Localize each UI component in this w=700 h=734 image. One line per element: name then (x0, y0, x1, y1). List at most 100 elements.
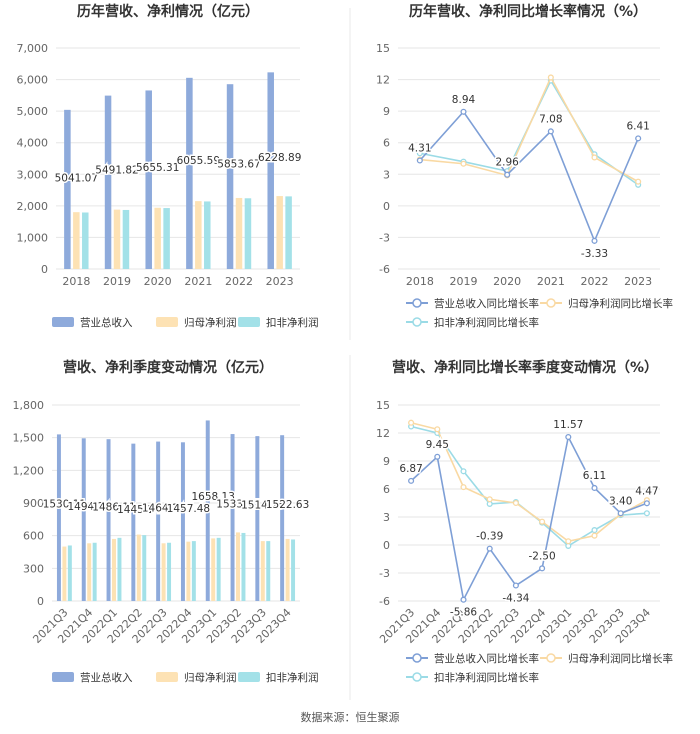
y-tick-label: 1,800 (13, 399, 45, 412)
series-line-2 (419, 75, 639, 183)
bar-net-profit (276, 196, 283, 269)
line-data-label: -2.50 (529, 550, 556, 562)
series-line-1 (410, 434, 648, 603)
bar-net-profit (186, 541, 191, 601)
bar-deducted-profit (122, 209, 130, 269)
legend-label: 营业总收入同比增长率 (434, 297, 539, 310)
bar-data-label: 1486.11 (92, 501, 135, 513)
legend-swatch (156, 672, 178, 682)
series-point-1 (434, 453, 441, 460)
y-tick-label: 600 (23, 530, 44, 543)
x-tick-label: 2020 (493, 275, 521, 288)
legend-swatch (52, 672, 74, 682)
series-point-3 (591, 527, 598, 534)
series-point-2 (408, 419, 415, 426)
series-point-1 (486, 545, 493, 552)
y-tick-label: 5,000 (17, 105, 49, 118)
y-tick-label: 9 (383, 105, 390, 118)
bar-data-label: 1514.15 (241, 500, 284, 512)
line-data-label: 8.94 (452, 94, 476, 106)
bar-revenue (56, 434, 61, 601)
x-tick-label: 2021 (537, 275, 565, 288)
bar-revenue (104, 95, 112, 270)
x-tick-label: 2019 (450, 275, 478, 288)
bar-data-label: 1494.14 (67, 501, 111, 513)
line-data-label: -4.34 (502, 593, 529, 605)
bar-net-profit (195, 201, 202, 269)
y-tick-label: 0 (41, 263, 48, 276)
legend-marker (412, 317, 422, 327)
series-point-2 (547, 74, 554, 81)
series-point-2 (635, 178, 642, 185)
series-point-2 (460, 160, 467, 167)
series-point-2 (591, 154, 598, 161)
bar-revenue (81, 438, 86, 601)
line-data-label: 4.31 (408, 142, 431, 154)
bar-data-label: 1457.48 (167, 503, 210, 515)
line-data-label: -3.33 (581, 248, 608, 260)
y-tick-label: 900 (23, 497, 44, 510)
bar-revenue (226, 84, 234, 269)
y-tick-label: -3 (379, 231, 390, 244)
bar-data-label: 1445.14 (117, 504, 161, 516)
y-tick-label: 4,000 (17, 137, 49, 150)
bar-net-profit (260, 541, 265, 601)
bar-deducted-profit (216, 537, 221, 601)
bar-deducted-profit (67, 545, 72, 601)
series-point-1 (460, 596, 467, 603)
bar-deducted-profit (291, 539, 296, 601)
bar-data-label: 5041.07 (55, 172, 98, 184)
bar-revenue (205, 420, 210, 601)
bar-data-label: 5655.31 (136, 162, 179, 174)
series-point-2 (591, 532, 598, 539)
y-tick-label: -6 (379, 263, 390, 276)
line-data-label: 9.45 (426, 439, 449, 451)
bar-net-profit (87, 543, 92, 601)
bar-data-label: 6055.59 (177, 155, 220, 167)
series-point-1 (408, 477, 415, 484)
chart-title-2: 营收、净利季度变动情况（亿元） (63, 359, 273, 376)
bar-deducted-profit (241, 532, 246, 601)
legend-swatch (238, 672, 260, 682)
series-point-1 (565, 433, 572, 441)
line-data-label: 2.96 (495, 157, 519, 169)
x-tick-label: 2023 (266, 275, 294, 288)
series-point-1 (635, 135, 642, 142)
line-data-label: 7.08 (539, 113, 562, 125)
series-point-3 (460, 468, 467, 475)
bar-data-label: 1533.15 (216, 499, 259, 511)
legend-label: 营业总收入 (80, 316, 133, 329)
bar-revenue (255, 436, 260, 601)
bar-deducted-profit (244, 198, 252, 269)
x-tick-label: 2019 (103, 275, 131, 288)
y-tick-label: 0 (383, 200, 390, 213)
bar-deducted-profit (285, 196, 292, 269)
series-point-2 (486, 496, 493, 503)
y-tick-label: -3 (379, 567, 390, 580)
legend-label: 营业总收入同比增长率 (434, 652, 539, 665)
data-source-note: 数据来源：恒生聚源 (300, 711, 400, 724)
series-point-2 (565, 538, 572, 545)
bar-data-label: 1522.63 (266, 499, 309, 511)
y-tick-label: 1,000 (17, 231, 49, 244)
series-point-3 (643, 510, 650, 517)
line-data-label: 11.57 (553, 419, 583, 431)
y-tick-label: 0 (383, 539, 390, 552)
bar-data-label: 5491.82 (95, 165, 138, 177)
legend-label: 扣非净利润同比增长率 (434, 671, 539, 684)
legend-label: 扣非净利润同比增长率 (434, 316, 539, 329)
legend-marker (546, 653, 556, 663)
bar-data-label: 6228.89 (258, 152, 301, 164)
x-tick-label: 2018 (406, 275, 434, 288)
bar-deducted-profit (92, 542, 97, 601)
bar-revenue (131, 443, 136, 601)
bar-deducted-profit (204, 201, 211, 269)
y-tick-label: -6 (379, 595, 390, 608)
line-data-label: 6.87 (399, 463, 422, 475)
y-tick-label: 6,000 (17, 74, 49, 87)
legend-swatch (156, 317, 178, 327)
bar-revenue (106, 439, 111, 601)
bar-net-profit (112, 538, 116, 601)
bar-net-profit (236, 532, 240, 601)
x-tick-label: 2023 (624, 275, 652, 288)
